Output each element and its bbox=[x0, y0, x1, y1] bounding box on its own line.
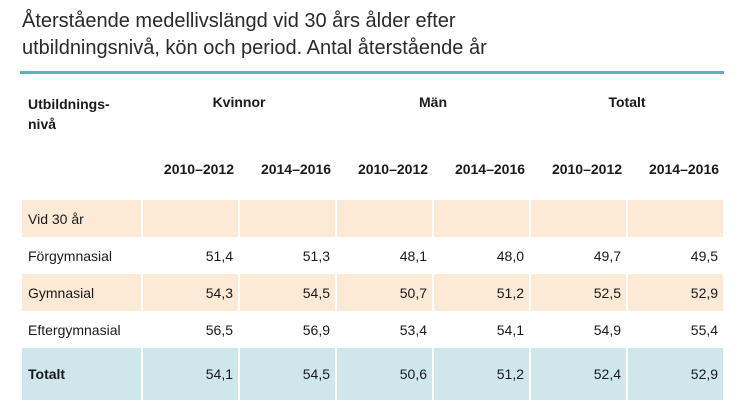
group-header-man: Män bbox=[419, 94, 448, 110]
row-label: Gymnasial bbox=[22, 274, 143, 311]
table-cell: 51,2 bbox=[433, 348, 532, 400]
group-header-kvinnor: Kvinnor bbox=[212, 94, 266, 110]
table-cell: 54,3 bbox=[142, 274, 240, 311]
table-cell: 52,9 bbox=[627, 274, 726, 311]
period-header: 2010–2012 bbox=[551, 161, 623, 177]
table-cell: 50,6 bbox=[336, 348, 435, 400]
table-cell: 51,4 bbox=[142, 237, 240, 274]
table-cell: 55,4 bbox=[627, 311, 726, 348]
table-cell: 51,2 bbox=[433, 274, 532, 311]
table-cell: 52,5 bbox=[530, 274, 629, 311]
table-cell: 52,4 bbox=[530, 348, 629, 400]
table-cell: 54,9 bbox=[530, 311, 629, 348]
period-header: 2010–2012 bbox=[163, 161, 234, 177]
table-row: Vid 30 år bbox=[22, 200, 726, 237]
period-header: 2010–2012 bbox=[357, 161, 429, 177]
table-cell: 54,1 bbox=[433, 311, 532, 348]
table-cell bbox=[142, 200, 240, 237]
table-row: Eftergymnasial 56,5 56,9 53,4 54,1 54,9 … bbox=[22, 311, 726, 348]
title-divider bbox=[20, 71, 724, 74]
table-row: Gymnasial 54,3 54,5 50,7 51,2 52,5 52,9 bbox=[22, 274, 726, 311]
page-title: Återstående medellivslängd vid 30 års ål… bbox=[22, 8, 732, 62]
table-cell: 49,7 bbox=[530, 237, 629, 274]
table-cell: 51,3 bbox=[239, 237, 338, 274]
table-cell: 52,9 bbox=[627, 348, 726, 400]
row-label-header: Utbildnings- nivå bbox=[28, 96, 110, 132]
table-cell: 49,5 bbox=[627, 237, 726, 274]
data-table: Utbildnings- nivå Kvinnor Män Totalt 201… bbox=[22, 80, 726, 400]
group-header-totalt: Totalt bbox=[608, 94, 646, 110]
table-cell: 48,1 bbox=[336, 237, 435, 274]
table-cell: 54,5 bbox=[239, 274, 338, 311]
table-cell bbox=[336, 200, 435, 237]
title-line-1: Återstående medellivslängd vid 30 års ål… bbox=[22, 10, 456, 32]
period-header-row: 2010–2012 2014–2016 2010–2012 2014–2016 … bbox=[22, 154, 724, 184]
total-row: Totalt 54,1 54,5 50,6 51,2 52,4 52,9 bbox=[22, 348, 726, 400]
table-cell: 50,7 bbox=[336, 274, 435, 311]
table-cell bbox=[530, 200, 629, 237]
table-cell: 53,4 bbox=[336, 311, 435, 348]
row-label: Eftergymnasial bbox=[22, 311, 143, 348]
table-cell: 54,5 bbox=[239, 348, 338, 400]
table-cell: 48,0 bbox=[433, 237, 532, 274]
period-header: 2014–2016 bbox=[454, 161, 526, 177]
table-cell bbox=[433, 200, 532, 237]
period-header: 2014–2016 bbox=[260, 161, 332, 177]
row-label: Totalt bbox=[22, 348, 143, 400]
table-row: Förgymnasial 51,4 51,3 48,1 48,0 49,7 49… bbox=[22, 237, 726, 274]
row-label: Vid 30 år bbox=[22, 200, 143, 237]
table-cell: 56,9 bbox=[239, 311, 338, 348]
table-cell: 54,1 bbox=[142, 348, 240, 400]
group-header-row: Utbildnings- nivå Kvinnor Män Totalt bbox=[22, 80, 724, 154]
title-line-2: utbildningsnivå, kön och period. Antal å… bbox=[22, 37, 487, 59]
row-label: Förgymnasial bbox=[22, 237, 143, 274]
table-cell bbox=[239, 200, 338, 237]
period-header: 2014–2016 bbox=[648, 161, 720, 177]
table-cell bbox=[627, 200, 726, 237]
table-cell: 56,5 bbox=[142, 311, 240, 348]
